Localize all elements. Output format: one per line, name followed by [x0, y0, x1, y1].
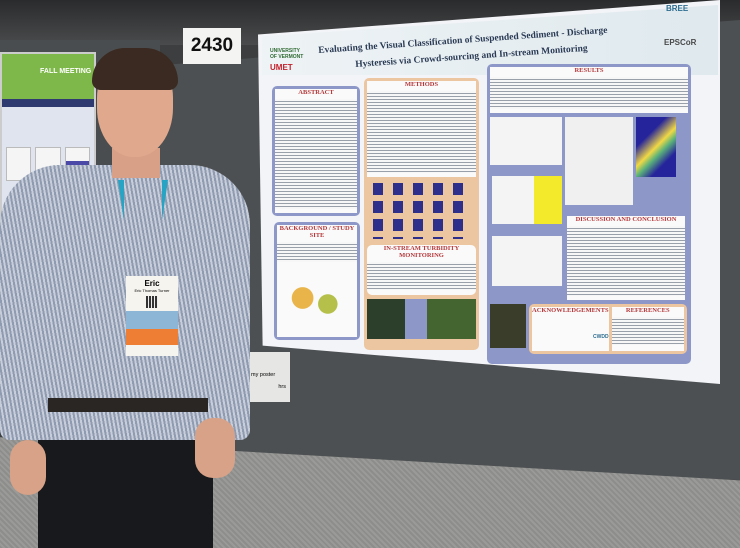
- person-shirt: [0, 165, 250, 440]
- discussion-heading: DISCUSSION AND CONCLUSION: [575, 216, 677, 223]
- results-timeseries-plot: [490, 117, 562, 165]
- left-poster-bar: [2, 99, 94, 107]
- badge-artwork: [126, 311, 178, 329]
- person-hand: [10, 440, 46, 495]
- person-belt: [48, 398, 208, 412]
- person-hand: [195, 418, 235, 478]
- methods-heading: METHODS: [404, 81, 439, 88]
- person-hair: [92, 48, 178, 90]
- study-site-map: [281, 268, 353, 328]
- references-heading: REFERENCES: [625, 307, 670, 314]
- umet-logo: UMET: [270, 63, 293, 72]
- badge-full-name: Eric Thomas Turner: [134, 288, 170, 293]
- bree-logo: BREE: [666, 4, 689, 13]
- acknowledgements-heading: ACKNOWLEDGEMENTS: [532, 307, 609, 314]
- name-badge: Eric Eric Thomas Turner: [126, 276, 178, 356]
- epscor-logo: EPSCoR: [664, 38, 697, 47]
- sign-line1: I my poster: [248, 372, 276, 378]
- cwdd-logo: CWDD: [593, 334, 609, 340]
- monitoring-heading: IN-STREAM TURBIDITY MONITORING: [383, 245, 460, 259]
- uvm-logo: UNIVERSITY OF VERMONT: [270, 48, 304, 60]
- field-photo: [490, 304, 526, 348]
- stream-photos: [367, 299, 476, 339]
- abstract-section: ABSTRACT: [272, 86, 360, 216]
- badge-name: Eric: [144, 279, 160, 288]
- poster-schedule-sign: I my poster hrs: [245, 352, 290, 402]
- background-heading: BACKGROUND / STUDY SITE: [279, 225, 355, 239]
- results-section: RESULTS DISCUSSION AND CONCLUSION ACKNOW…: [487, 64, 691, 364]
- booth-number: 2430: [183, 28, 241, 64]
- methods-section: METHODS IN-STREAM TURBIDITY MONITORING: [364, 78, 479, 350]
- results-heatmaps: [636, 117, 676, 177]
- results-boxplot: [492, 236, 562, 286]
- left-poster-banner: FALL MEETING: [2, 54, 94, 99]
- results-heading: RESULTS: [574, 67, 604, 74]
- badge-stripe: [126, 329, 178, 345]
- results-table: [492, 176, 562, 224]
- background-section: BACKGROUND / STUDY SITE: [274, 222, 360, 340]
- ack-ref-box: ACKNOWLEDGEMENTS CWDD REFERENCES: [529, 304, 687, 354]
- results-hysteresis-plots: [565, 117, 633, 205]
- abstract-heading: ABSTRACT: [298, 89, 334, 96]
- qr-code-icon: [146, 296, 158, 308]
- hysteresis-plot-grid: [373, 183, 470, 239]
- sign-line2: hrs: [278, 384, 286, 390]
